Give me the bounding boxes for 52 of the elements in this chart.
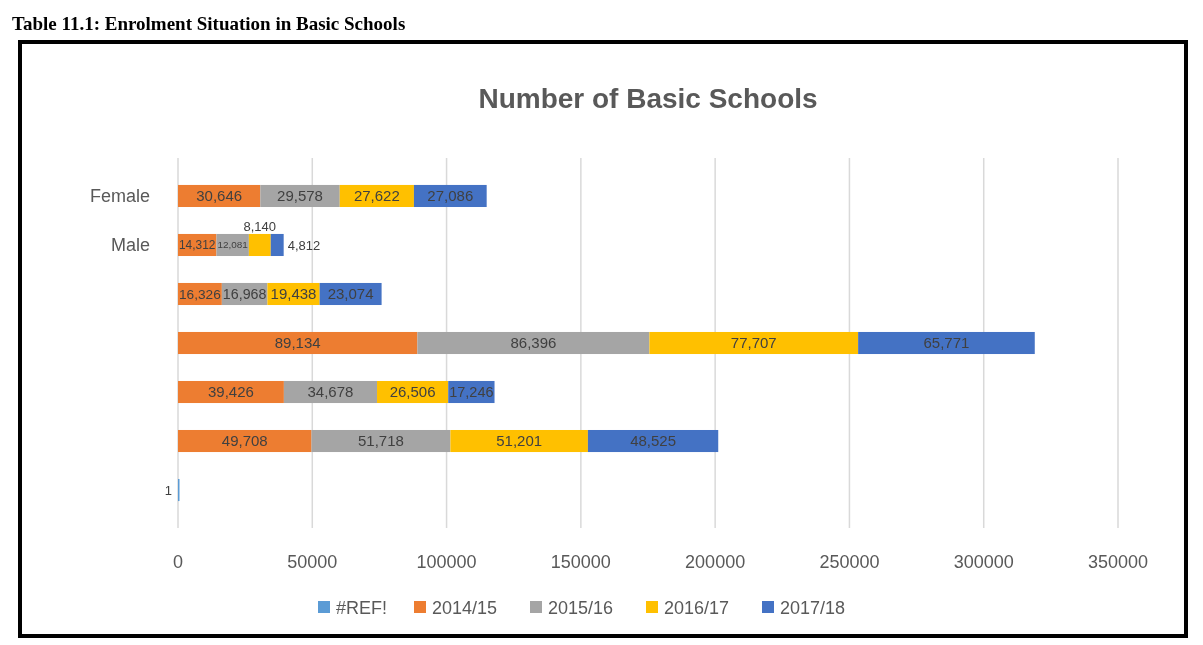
bar [450,429,588,453]
data-label: 39,426 [208,383,254,401]
data-label: 1 [164,482,172,498]
legend-label: 2016/17 [664,598,730,619]
bar [178,331,418,355]
x-tick-label: 350000 [1087,552,1149,572]
bar [649,331,859,355]
data-label: 89,134 [274,334,321,352]
legend-label: 2014/15 [432,598,498,619]
bar [417,331,650,355]
data-label: 51,201 [496,432,543,450]
data-label: 34,678 [307,383,354,401]
bar [270,233,284,257]
data-label: 86,396 [510,334,557,352]
data-label: 29,578 [277,187,323,205]
data-label: 8,140 [243,219,277,235]
x-tick-label: 300000 [953,552,1014,572]
data-label: 51,718 [358,432,404,450]
data-label: 65,771 [923,334,970,352]
x-tick-label: 250000 [819,552,880,572]
bar [858,331,1035,355]
data-label: 4,812 [287,237,321,253]
data-label: 27,086 [427,187,474,205]
caption: Table 11.1: Enrolment Situation in Basic Schools [12,13,406,34]
x-tick-label: 50000 [287,552,338,572]
data-label: 49,708 [221,432,268,450]
bar [311,429,451,453]
y-tick-label: Male [110,235,150,256]
legend-label: 2015/16 [548,598,614,619]
data-label: 16,968 [222,285,267,302]
data-label: 19,438 [270,285,317,303]
legend-label: #REF! [336,598,388,619]
data-label: 16,326 [179,286,221,302]
data-label: 23,074 [327,285,374,303]
bar [178,429,312,453]
data-label: 12,081 [217,239,249,251]
bar [587,429,719,453]
chart-title: Number of Basic Schools [478,83,818,114]
data-label: 17,246 [449,384,494,401]
bar [248,233,271,257]
x-tick-label: 200000 [685,552,746,572]
y-tick-label: Female [89,186,150,207]
data-label: 30,646 [196,187,243,205]
data-label: 27,622 [353,187,400,205]
x-tick-label: 100000 [416,552,477,572]
data-label: 26,506 [389,383,436,401]
data-label: 77,707 [730,334,777,352]
data-label: 48,525 [630,432,677,450]
legend-label: 2017/18 [780,598,846,619]
x-tick-label: 150000 [550,552,611,572]
x-tick-label: 0 [172,552,184,572]
data-label: 14,312 [179,238,216,253]
